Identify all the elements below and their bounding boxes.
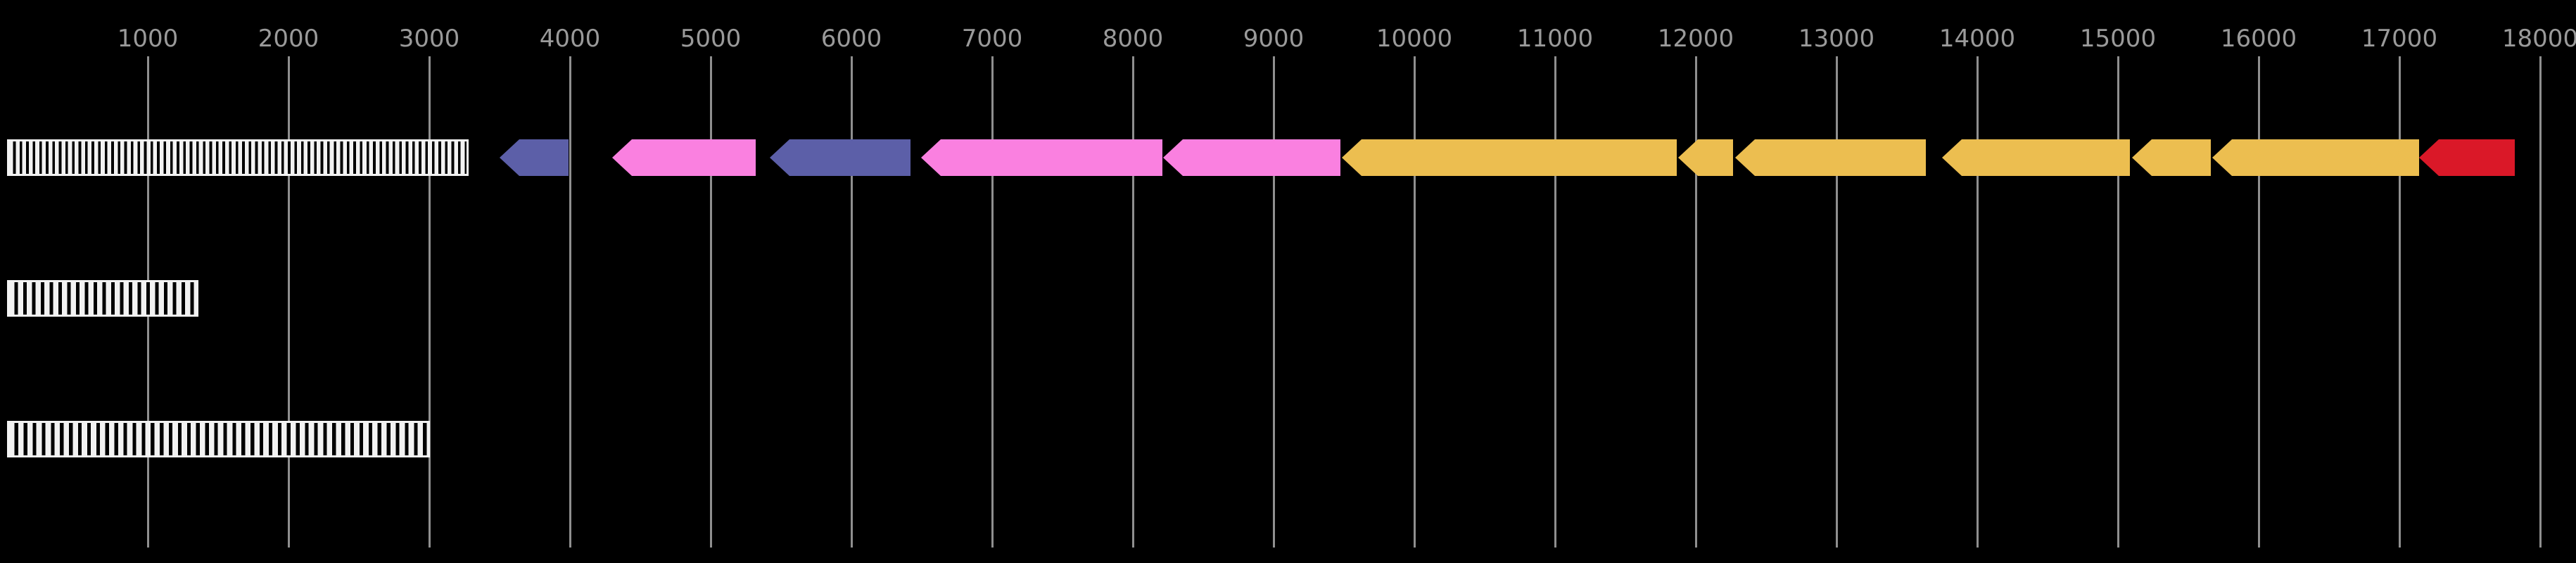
gene-arrow-gold: [1342, 139, 1677, 176]
gene-arrow-gold: [1942, 139, 2130, 176]
gene-arrow-gold: [2132, 139, 2211, 176]
tick-label-13000: 13000: [1798, 25, 1875, 53]
gene-arrow-blue: [770, 139, 911, 176]
gridline-3000: [428, 56, 431, 548]
hatched-region-box: [7, 280, 198, 317]
gene-arrow-red: [2419, 139, 2515, 176]
tick-label-1000: 1000: [117, 25, 179, 53]
hatched-region-box: [7, 421, 430, 457]
tick-label-8000: 8000: [1102, 25, 1164, 53]
tick-label-5000: 5000: [680, 25, 742, 53]
tick-label-10000: 10000: [1376, 25, 1453, 53]
gridline-8000: [1131, 56, 1134, 548]
gene-arrow-pink: [1163, 139, 1340, 176]
gridline-11000: [1554, 56, 1556, 548]
gridline-2000: [287, 56, 290, 548]
tick-label-4000: 4000: [539, 25, 601, 53]
gridline-14000: [1976, 56, 1979, 548]
tick-label-12000: 12000: [1657, 25, 1734, 53]
gridline-10000: [1413, 56, 1416, 548]
hatched-region-box: [7, 139, 469, 176]
gene-arrow-pink: [612, 139, 756, 176]
gridline-4000: [569, 56, 571, 548]
gridline-6000: [850, 56, 853, 548]
tick-label-18000: 18000: [2501, 25, 2576, 53]
tick-label-3000: 3000: [398, 25, 460, 53]
gene-arrow-pink: [921, 139, 1162, 176]
tick-label-15000: 15000: [2079, 25, 2157, 53]
gridline-7000: [991, 56, 994, 548]
gene-arrow-gold: [1735, 139, 1926, 176]
tick-label-11000: 11000: [1516, 25, 1594, 53]
gridline-17000: [2398, 56, 2401, 548]
gene-arrow-gold: [1678, 139, 1733, 176]
gridline-15000: [2117, 56, 2119, 548]
gridline-12000: [1694, 56, 1697, 548]
tick-label-16000: 16000: [2220, 25, 2297, 53]
gridline-18000: [2539, 56, 2542, 548]
gene-arrow-blue: [500, 139, 569, 176]
gridline-9000: [1272, 56, 1275, 548]
gridline-13000: [1835, 56, 1838, 548]
tick-label-9000: 9000: [1243, 25, 1305, 53]
tick-label-7000: 7000: [961, 25, 1023, 53]
tick-label-6000: 6000: [820, 25, 882, 53]
gene-arrow-gold: [2212, 139, 2419, 176]
tick-label-17000: 17000: [2361, 25, 2438, 53]
gridline-5000: [709, 56, 712, 548]
tick-label-14000: 14000: [1939, 25, 2016, 53]
gridline-16000: [2257, 56, 2260, 548]
tick-label-2000: 2000: [258, 25, 319, 53]
